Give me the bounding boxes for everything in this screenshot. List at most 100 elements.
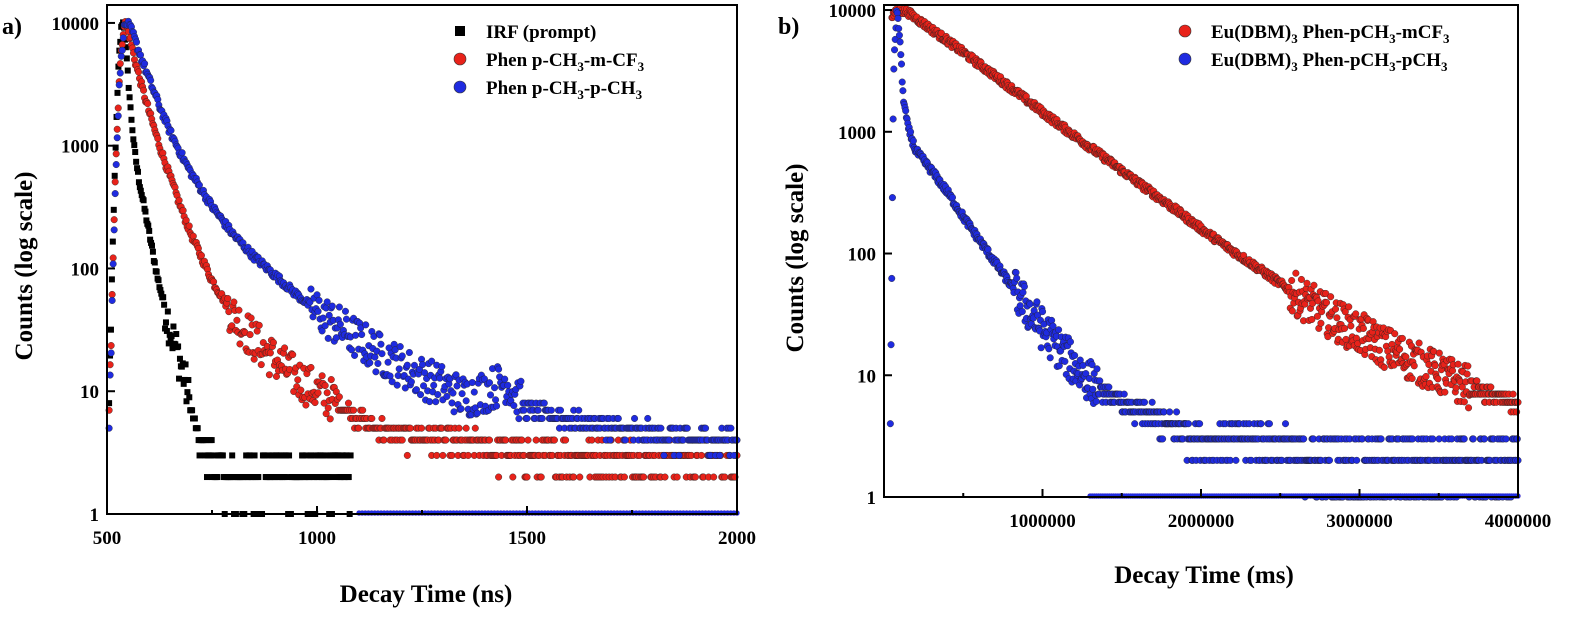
data-point — [439, 451, 447, 459]
data-point — [163, 327, 170, 334]
data-point — [417, 391, 425, 399]
panel-label-a: a) — [2, 14, 22, 40]
data-point — [1088, 361, 1096, 369]
data-point — [407, 378, 415, 386]
data-point — [137, 187, 144, 194]
data-point — [327, 376, 335, 384]
data-point — [1325, 456, 1333, 464]
data-point — [294, 376, 302, 384]
data-point — [631, 414, 639, 422]
data-point — [899, 87, 907, 95]
axes-b: 1000000 2000000 3000000 4000000 1 10 100 1000 10… — [829, 1, 1552, 532]
data-point — [175, 196, 183, 204]
legend-label: Phen p-CH3-p-CH3 — [486, 78, 643, 102]
data-point — [107, 326, 114, 333]
data-point — [109, 254, 117, 262]
data-point — [1313, 312, 1321, 320]
data-point — [620, 473, 628, 481]
data-point — [302, 401, 310, 409]
data-point — [286, 452, 293, 459]
y-tick-label: 100 — [848, 245, 877, 266]
legend-marker — [455, 26, 465, 36]
data-point — [307, 363, 315, 371]
data-point — [576, 473, 584, 481]
legend-label: Eu(DBM)3 Phen-pCH3-pCH3 — [1211, 50, 1448, 74]
data-point — [134, 165, 141, 172]
x-axis-label-a: Decay Time (ns) — [340, 581, 513, 608]
data-point — [160, 294, 167, 301]
data-point — [895, 25, 903, 33]
data-point — [1061, 357, 1069, 365]
data-point — [135, 168, 142, 175]
x-tick-label: 2000 — [718, 528, 756, 549]
data-point — [1434, 375, 1442, 383]
data-point — [324, 334, 332, 342]
data-point — [297, 386, 305, 394]
data-point — [1431, 362, 1439, 370]
data-point — [1464, 362, 1472, 370]
data-point — [204, 474, 211, 481]
data-point — [348, 346, 356, 354]
data-point — [716, 451, 724, 459]
data-point — [532, 436, 540, 444]
data-point — [344, 399, 352, 407]
data-point — [266, 349, 274, 357]
data-point — [1096, 377, 1104, 385]
data-point — [342, 315, 350, 323]
data-point — [380, 436, 388, 444]
data-point — [236, 340, 244, 348]
data-point — [457, 405, 465, 413]
data-point — [1375, 346, 1383, 354]
data-point — [164, 308, 171, 315]
legend-marker — [453, 52, 467, 66]
data-point — [540, 399, 548, 407]
data-point — [1066, 338, 1074, 346]
data-point — [183, 398, 190, 405]
data-point — [225, 308, 233, 316]
data-point — [1049, 322, 1057, 330]
data-point — [328, 302, 336, 310]
data-point — [660, 451, 668, 459]
data-point — [182, 216, 190, 224]
data-point — [148, 242, 155, 249]
legend-marker — [1178, 52, 1192, 66]
data-point — [1359, 324, 1367, 332]
data-point — [189, 407, 196, 414]
data-point — [1402, 353, 1410, 361]
data-point — [606, 436, 614, 444]
data-point — [537, 473, 545, 481]
data-point — [428, 357, 436, 365]
data-point — [341, 307, 349, 315]
data-point — [261, 452, 268, 459]
data-point — [335, 393, 343, 401]
data-point — [343, 452, 350, 459]
data-point — [426, 398, 434, 406]
data-point — [1019, 288, 1027, 296]
plot-points-b — [886, 4, 1522, 501]
data-point — [504, 381, 512, 389]
data-point — [675, 451, 683, 459]
data-point — [359, 406, 367, 414]
axes-a: 500 1000 1500 2000 1 10 100 1000 10000 — [52, 4, 756, 549]
data-point — [403, 361, 411, 369]
data-point — [401, 384, 409, 392]
data-point — [1020, 283, 1028, 291]
data-point — [895, 31, 903, 39]
data-point — [897, 51, 905, 59]
data-point — [323, 389, 331, 397]
data-point — [1166, 408, 1174, 416]
x-tick-label: 1500 — [508, 528, 546, 549]
data-point — [135, 179, 142, 186]
data-point — [418, 424, 426, 432]
data-point — [510, 402, 518, 410]
data-point — [109, 260, 117, 268]
data-point — [495, 365, 503, 373]
data-point — [247, 314, 255, 322]
y-tick-label: 100 — [71, 259, 100, 280]
legend-entry: Eu(DBM)3 Phen-pCH3-mCF3 — [1178, 22, 1450, 46]
data-point — [197, 251, 205, 259]
data-point — [178, 149, 186, 157]
data-point — [433, 451, 441, 459]
data-point — [1480, 435, 1488, 443]
data-point — [1415, 339, 1423, 347]
